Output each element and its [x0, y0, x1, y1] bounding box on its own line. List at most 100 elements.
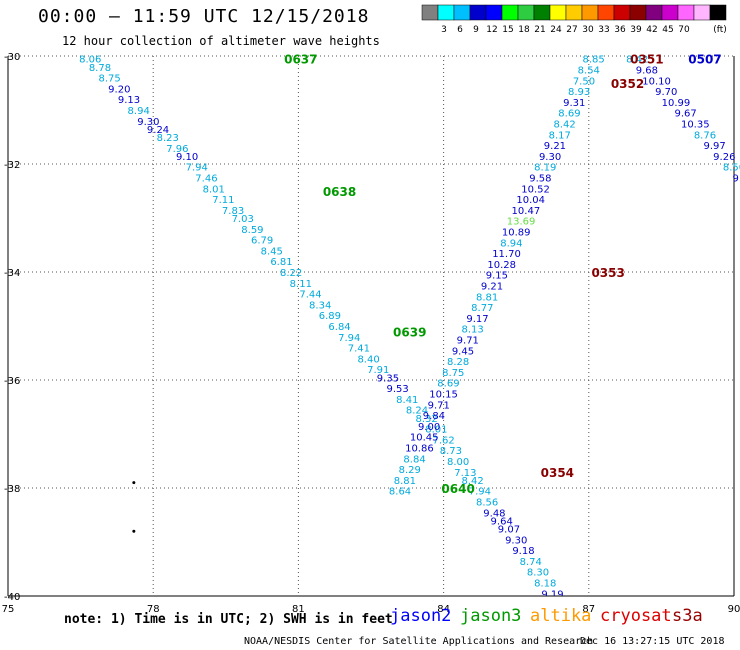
data-label-jason3: 7.94 [469, 487, 491, 498]
data-label-jason3: 7.46 [195, 174, 217, 185]
data-label-s3a: 9.71 [428, 400, 450, 411]
data-label-jason3: 8.11 [290, 279, 312, 290]
data-label-jason2: 9.14 [733, 174, 740, 185]
data-label-jason2: 10.35 [681, 120, 710, 131]
data-label-s3a: 8.17 [549, 130, 571, 141]
colorbar-tick-label: 3 [441, 25, 447, 35]
data-label-jason3: 9.13 [118, 95, 140, 106]
y-tick-label: -34 [4, 268, 20, 279]
colorbar-swatch [597, 4, 615, 21]
colorbar-tick-label: 39 [630, 25, 642, 35]
data-label-s3a: 8.69 [558, 109, 580, 120]
data-label-jason2: 10.10 [642, 76, 671, 87]
data-label-jason3: 8.73 [440, 446, 462, 457]
footer-credit: NOAA/NESDIS Center for Satellite Applica… [244, 636, 594, 647]
colorbar-swatch [677, 4, 695, 21]
colorbar-tick-label: 45 [662, 25, 673, 35]
data-label-jason3: 7.11 [212, 195, 234, 206]
y-tick-label: -40 [4, 592, 20, 603]
colorbar-tick-label: 6 [457, 25, 463, 35]
data-label-jason3: 7.41 [348, 344, 370, 355]
data-label-jason3: 9.30 [137, 117, 159, 128]
colorbar-swatch [613, 4, 631, 21]
x-tick-label: 87 [582, 604, 595, 615]
colorbar-tick-label: 21 [534, 25, 545, 35]
colorbar-tick-label: 27 [566, 25, 577, 35]
data-label-s3a: 11.70 [492, 249, 521, 260]
data-label-jason3: 8.24 [406, 406, 428, 417]
data-label-jason2: 8.50 [723, 163, 740, 174]
y-tick-label: -38 [4, 484, 20, 495]
data-label-s3a: 10.15 [429, 390, 458, 401]
data-label-s3a: 8.13 [462, 325, 484, 336]
colorbar-swatch [629, 4, 647, 21]
data-label-jason3: 8.01 [203, 184, 225, 195]
y-tick-label: -30 [4, 52, 20, 63]
data-label-jason3: 6.81 [270, 257, 292, 268]
track-time-label: 0354 [541, 466, 574, 480]
colorbar-tick-label: 70 [678, 25, 690, 35]
data-label-s3a: 10.52 [521, 184, 550, 195]
data-label-s3a: 7.50 [573, 76, 595, 87]
colorbar-swatch [693, 4, 711, 21]
data-label-jason3: 7.44 [299, 290, 321, 301]
data-label-jason3: 8.01 [425, 425, 447, 436]
data-label-jason3: 8.56 [476, 498, 498, 509]
data-label-jason3: 9.19 [541, 589, 563, 600]
colorbar-tick-label: 24 [550, 25, 562, 35]
data-label-s3a: 10.28 [487, 260, 516, 271]
colorbar-tick-label: 30 [582, 25, 594, 35]
data-label-s3a: 9.45 [452, 346, 474, 357]
data-label-jason3: 8.06 [79, 55, 101, 66]
track-time-label: 0639 [393, 325, 426, 339]
data-label-s3a: 8.81 [476, 292, 498, 303]
track-time-label: 0640 [441, 482, 474, 496]
colorbar-unit: (ft) [713, 25, 727, 35]
data-label-s3a: 8.94 [500, 238, 522, 249]
data-label-s3a: 8.75 [442, 368, 464, 379]
data-label-jason3: 8.22 [280, 268, 302, 279]
data-label-s3a: 8.42 [553, 120, 575, 131]
data-label-jason3: 8.18 [534, 579, 556, 590]
data-label-jason3: 8.32 [416, 414, 438, 425]
colorbar-swatch [469, 4, 487, 21]
data-label-jason3: 9.07 [498, 525, 520, 536]
data-label-s3a: 8.77 [471, 303, 493, 314]
colorbar-swatch [501, 4, 519, 21]
data-label-jason3: 8.94 [128, 106, 150, 117]
colorbar-swatch [581, 4, 599, 21]
data-label-jason3: 7.94 [186, 163, 208, 174]
data-label-s3a: 8.64 [389, 487, 411, 498]
data-label-jason2: 9.67 [674, 109, 696, 120]
data-label-s3a: 9.30 [539, 152, 561, 163]
data-label-jason3: 7.94 [338, 333, 360, 344]
data-label-jason3: 9.35 [377, 373, 399, 384]
data-label-s3a: 10.86 [405, 444, 434, 455]
data-label-s3a: 10.45 [410, 433, 439, 444]
data-label-jason3: 6.84 [328, 322, 350, 333]
legend-s3a: s3a [672, 606, 703, 626]
track-time-label: 0637 [284, 53, 317, 67]
colorbar-swatch [549, 4, 567, 21]
footer-note: note: 1) Time is in UTC; 2) SWH is in fe… [64, 612, 393, 627]
colorbar-swatch [709, 4, 727, 21]
data-label-jason3: 8.45 [261, 246, 283, 257]
data-label-s3a: 8.93 [568, 87, 590, 98]
data-label-s3a: 9.31 [563, 98, 585, 109]
data-label-jason3: 8.74 [520, 557, 542, 568]
x-tick-label: 81 [292, 604, 305, 615]
chart-subtitle: 12 hour collection of altimeter wave hei… [62, 34, 380, 48]
footer-timestamp: Dec 16 13:27:15 UTC 2018 [580, 636, 725, 647]
x-tick-label: 90 [728, 604, 740, 615]
data-label-jason2: 9.26 [713, 152, 735, 163]
data-label-s3a: 8.84 [403, 454, 425, 465]
data-label-s3a: 9.17 [466, 314, 488, 325]
location-marker [132, 481, 136, 485]
data-label-s3a: 9.15 [486, 271, 508, 282]
data-label-s3a: 8.29 [399, 465, 421, 476]
y-tick-label: -32 [4, 160, 20, 171]
data-label-jason3: 8.59 [241, 225, 263, 236]
colorbar-tick-label: 33 [598, 25, 609, 35]
legend-jason3: jason3 [460, 606, 522, 626]
